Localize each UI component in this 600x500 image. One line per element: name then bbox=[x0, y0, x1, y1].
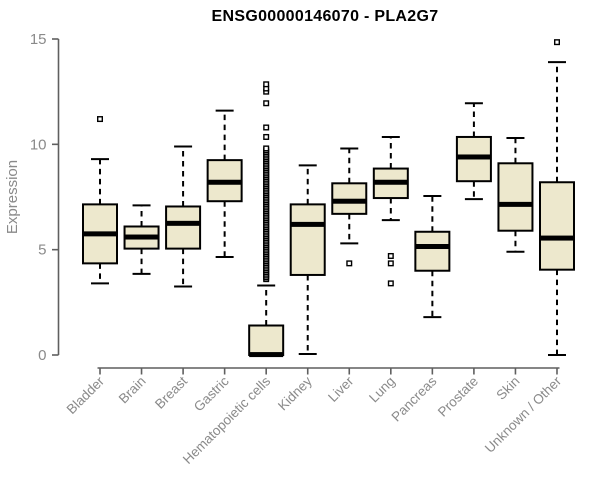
outlier-point bbox=[263, 145, 270, 152]
outlier-point bbox=[387, 260, 394, 267]
x-category-label: Kidney bbox=[275, 373, 315, 413]
iqr-box bbox=[538, 181, 575, 271]
median-bar bbox=[124, 234, 159, 240]
x-category-label: Bladder bbox=[64, 373, 108, 417]
x-category-label: Brain bbox=[116, 374, 149, 407]
iqr-box bbox=[414, 230, 451, 272]
median-bar bbox=[290, 221, 325, 227]
x-category-label: Breast bbox=[152, 373, 190, 411]
median-bar bbox=[207, 179, 242, 185]
y-tick-label: 10 bbox=[30, 136, 47, 153]
median-bar bbox=[332, 198, 367, 204]
boxplot-unknown-other bbox=[538, 39, 575, 356]
outlier-point bbox=[387, 252, 394, 259]
x-category-label: Pancreas bbox=[389, 373, 440, 424]
boxplot-breast bbox=[165, 145, 202, 288]
y-tick-label: 0 bbox=[38, 347, 46, 364]
x-category-label: Unknown / Other bbox=[482, 373, 565, 456]
x-category-label: Gastric bbox=[191, 373, 232, 414]
boxplot-kidney bbox=[289, 164, 326, 355]
x-category-label: Prostate bbox=[435, 374, 481, 420]
boxplot-prostate bbox=[455, 102, 492, 201]
outlier-point bbox=[263, 100, 270, 107]
y-axis: 0 5 10 15 bbox=[30, 31, 60, 364]
boxplot-gastric bbox=[206, 109, 243, 259]
x-category-label: Skin bbox=[493, 374, 522, 403]
median-bar bbox=[166, 220, 201, 226]
y-tick-label: 15 bbox=[30, 31, 47, 48]
x-category-label: Liver bbox=[325, 373, 357, 405]
boxplot-pancreas bbox=[414, 194, 451, 319]
iqr-box bbox=[289, 203, 326, 276]
boxplot-brain bbox=[123, 204, 160, 275]
outlier-point bbox=[346, 260, 353, 267]
boxplot-skin bbox=[497, 137, 534, 253]
median-bar bbox=[456, 154, 491, 160]
x-category-label: Lung bbox=[366, 374, 398, 406]
boxplot-liver bbox=[331, 147, 368, 267]
median-bar bbox=[373, 179, 408, 185]
iqr-box bbox=[497, 162, 534, 232]
median-bar bbox=[498, 201, 533, 207]
outlier-point bbox=[263, 124, 270, 131]
iqr-box bbox=[165, 205, 202, 250]
median-bar bbox=[83, 231, 117, 237]
outlier-point bbox=[96, 116, 103, 123]
outlier-point bbox=[553, 39, 560, 46]
y-tick-label: 5 bbox=[38, 242, 46, 259]
median-bar bbox=[415, 244, 450, 250]
boxplot-lung bbox=[372, 135, 409, 287]
iqr-box bbox=[331, 182, 368, 215]
outlier-point bbox=[263, 133, 270, 140]
boxplot-bladder bbox=[82, 116, 118, 285]
median-bar bbox=[539, 235, 574, 241]
median-bar bbox=[249, 352, 284, 358]
chart-title: ENSG00000146070 - PLA2G7 bbox=[211, 8, 439, 25]
outlier-point bbox=[263, 81, 270, 88]
outlier-point bbox=[387, 280, 394, 287]
boxplot-hematopoietic-cells bbox=[248, 81, 285, 358]
iqr-box bbox=[248, 324, 285, 356]
